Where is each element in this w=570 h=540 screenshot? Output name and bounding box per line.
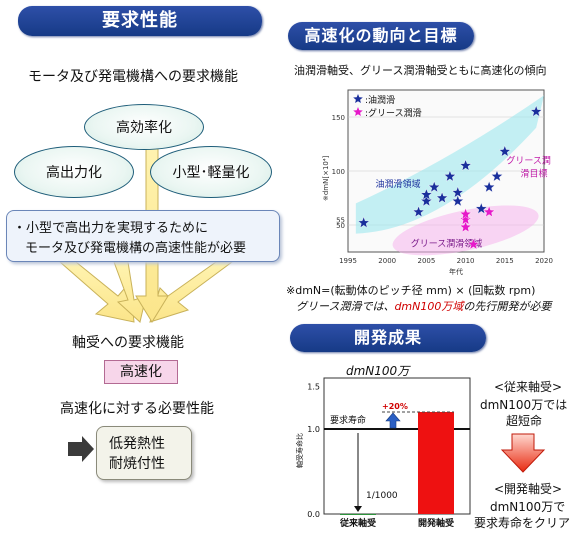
- bubble-compact-lightweight: 小型･軽量化: [150, 146, 272, 198]
- oil-data-point: [475, 202, 488, 215]
- grease-data-point: [459, 220, 472, 233]
- speed-trend-title: 高速化の動向と目標: [288, 22, 474, 50]
- footnote-suffix: の先行開発が必要: [463, 300, 552, 313]
- grease-data-point: [459, 207, 472, 220]
- x-tick-label: 2005: [417, 257, 435, 265]
- old-bearing-line2: 超短命: [506, 414, 543, 428]
- y-axis-label: 軸受寿命比: [295, 433, 304, 468]
- grease-data-point: [467, 237, 480, 250]
- grease-target-label: グリース潤: [506, 154, 551, 166]
- motor-requirements-subtitle: モータ及び発電機構への要求機能: [28, 69, 238, 85]
- x-tick-label: 2000: [378, 257, 396, 265]
- oil-data-point: [529, 105, 543, 117]
- speed-trend-subtitle: 油潤滑軸受、グリース潤滑軸受ともに高速化の傾向: [294, 64, 547, 77]
- footnote-highlight: dmN100万域: [394, 300, 464, 313]
- y-tick-label: 0.0: [307, 510, 320, 519]
- oil-data-point: [451, 186, 465, 198]
- category-label: 開発軸受: [418, 517, 454, 529]
- x-tick-label: 2020: [535, 257, 553, 265]
- speed-needs-label: 高速化に対する必要性能: [60, 401, 214, 417]
- x-tick-label: 2015: [496, 257, 514, 265]
- x-axis-label: 年代: [449, 267, 463, 276]
- grease-region-band: [392, 205, 539, 256]
- legend-label: :グリース潤滑: [365, 107, 422, 119]
- down-arrow-icon: [500, 433, 546, 473]
- result-chart-title: dmN100万: [346, 364, 410, 378]
- y-tick-label: 100: [332, 168, 345, 176]
- y-axis-label: ※dmN[×10⁴]: [322, 155, 330, 201]
- oil-data-point: [427, 180, 441, 193]
- x-tick-label: 1995: [339, 257, 357, 265]
- y-tick-label: 50: [336, 222, 345, 230]
- note-line-2: モータ及び発電機構の高速性能が必要: [25, 241, 247, 256]
- old-bearing-header: <従来軸受>: [494, 380, 563, 394]
- oil-region-label: 油潤滑領域: [375, 178, 420, 190]
- oil-data-point: [498, 145, 512, 157]
- high-speed-box: 高速化: [104, 360, 178, 384]
- grease-region-label: グリース潤滑領域: [411, 238, 483, 250]
- ratio-annotation: 1/1000: [366, 491, 398, 501]
- oil-data-point: [482, 180, 496, 193]
- y-tick-label: 55: [336, 217, 345, 225]
- oil-data-point: [490, 169, 504, 182]
- bearing-requirements-label: 軸受への要求機能: [72, 335, 184, 351]
- y-tick-label: 1.0: [307, 425, 320, 434]
- y-tick-label: 1.5: [307, 383, 320, 392]
- oil-data-point: [435, 191, 449, 204]
- x-tick-label: 2010: [457, 257, 475, 265]
- requirements-title: 要求性能: [18, 6, 262, 36]
- old-bearing-bar: [340, 513, 376, 515]
- old-bearing-line1: dmN100万では: [480, 398, 568, 412]
- new-bearing-line1: dmN100万で: [490, 500, 566, 514]
- seizure-resistance-label: 耐焼付性: [109, 456, 165, 472]
- category-label: 従来軸受: [339, 517, 376, 529]
- oil-region-band: [355, 95, 544, 234]
- new-bearing-line2: 要求寿命をクリア: [474, 516, 570, 530]
- improvement-annotation: +20%: [382, 402, 408, 411]
- legend-star-icon: [353, 94, 363, 103]
- oil-data-point: [412, 205, 425, 218]
- oil-data-point: [420, 188, 433, 201]
- oil-data-point: [420, 194, 433, 207]
- results-title: 開発成果: [290, 324, 486, 352]
- bubble-high-efficiency: 高効率化: [84, 104, 204, 150]
- grease-data-point: [482, 205, 496, 218]
- required-life-label: 要求寿命: [330, 414, 366, 426]
- bubble-high-output: 高出力化: [14, 146, 134, 198]
- note-line-1: ・小型で高出力を実現するために: [13, 221, 209, 236]
- grease-data-point: [459, 213, 472, 225]
- requirement-note-box: ・小型で高出力を実現するために モータ及び発電機構の高速性能が必要: [6, 210, 280, 262]
- performance-arrow-icon: [68, 436, 94, 462]
- grease-footnote: グリース潤滑では、dmN100万域の先行開発が必要: [296, 298, 551, 314]
- improvement-up-arrow-icon: [385, 412, 401, 429]
- old-life-arrow-head: [354, 506, 362, 512]
- oil-data-point: [451, 194, 465, 207]
- oil-data-point: [357, 216, 370, 229]
- legend-star-icon: [353, 107, 363, 116]
- low-heat-label: 低発熱性: [109, 436, 165, 452]
- y-tick-label: 150: [332, 114, 345, 122]
- dmn-footnote: ※dmN=(転動体のピッチ径 mm) × (回転数 rpm): [286, 284, 536, 297]
- footnote-prefix: グリース潤滑では、: [296, 300, 395, 313]
- grease-target-label-2: 滑目標: [520, 167, 547, 179]
- new-bearing-bar: [418, 412, 454, 514]
- oil-data-point: [443, 169, 457, 182]
- performance-box: 低発熱性 耐焼付性: [96, 426, 192, 480]
- oil-data-point: [459, 159, 472, 171]
- legend-label: :油潤滑: [365, 94, 395, 106]
- new-bearing-header: <開発軸受>: [494, 482, 563, 496]
